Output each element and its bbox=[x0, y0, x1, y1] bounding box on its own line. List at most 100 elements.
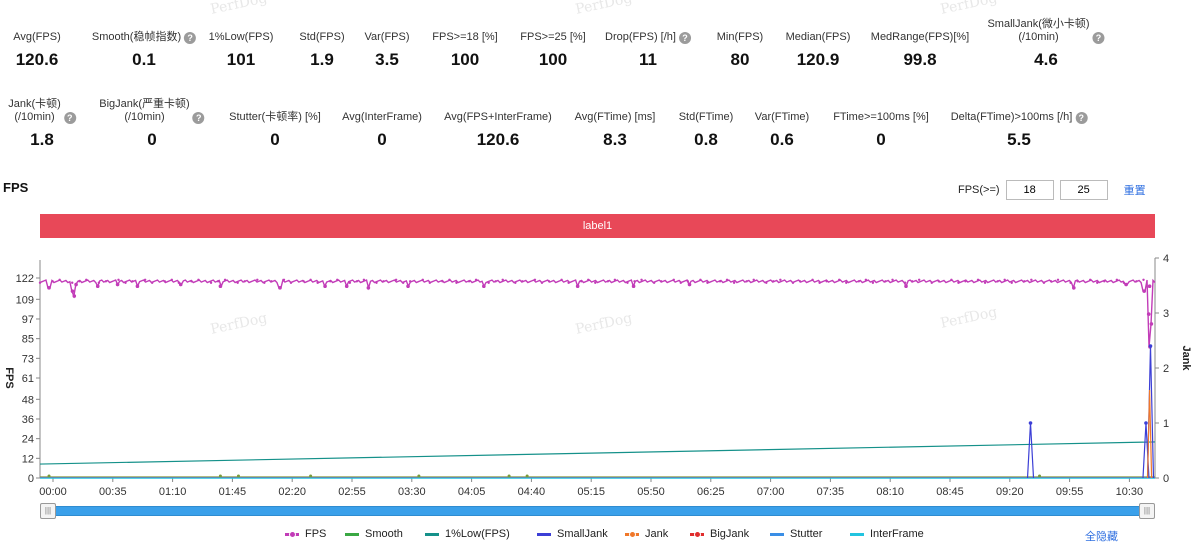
fps-point bbox=[547, 280, 551, 283]
legend-item-fps[interactable]: FPS bbox=[285, 528, 326, 540]
help-icon[interactable]: ? bbox=[192, 112, 205, 124]
fps-point bbox=[1115, 278, 1119, 282]
stat-label-text: Min(FPS) bbox=[716, 31, 764, 43]
fps-point bbox=[626, 281, 629, 284]
help-icon[interactable]: ? bbox=[1075, 112, 1088, 124]
slider-track[interactable] bbox=[40, 506, 1155, 516]
stats-row-2: Jank(卡顿) (/10min)? 1.8 BigJank(严重卡顿) (/10min… bbox=[0, 98, 1200, 168]
fps-point bbox=[421, 278, 424, 282]
fps-point bbox=[85, 278, 88, 282]
legend-item-smalljank[interactable]: SmallJank bbox=[537, 528, 608, 540]
smalljank-point bbox=[1028, 421, 1033, 425]
fps-point bbox=[652, 281, 656, 284]
fps-dip-point bbox=[406, 284, 410, 288]
stat-label-text: Avg(InterFrame) bbox=[342, 111, 422, 123]
help-icon[interactable]: ? bbox=[678, 32, 691, 44]
fps-point bbox=[190, 280, 193, 283]
fps-dip-point bbox=[1142, 289, 1146, 293]
fps-point bbox=[791, 281, 795, 284]
stat-label-text: Drop(FPS) [/h] bbox=[605, 31, 676, 43]
legend-item-jank[interactable]: Jank bbox=[625, 528, 668, 540]
time-range-slider[interactable]: ||| ||| bbox=[40, 503, 1155, 519]
reset-button[interactable]: 重置 bbox=[1123, 185, 1146, 197]
fps-point bbox=[38, 281, 42, 284]
x-tick-label: 07:00 bbox=[757, 486, 785, 498]
smooth-point bbox=[417, 474, 421, 478]
y-left-tick-label: 122 bbox=[16, 273, 34, 285]
fps-point bbox=[78, 280, 81, 283]
help-icon[interactable]: ? bbox=[63, 112, 76, 124]
slider-handle-right[interactable]: ||| bbox=[1139, 503, 1155, 519]
fps-point bbox=[71, 281, 74, 284]
legend-item-smooth[interactable]: Smooth bbox=[345, 528, 403, 540]
fps-point bbox=[209, 281, 213, 284]
fps-point bbox=[811, 278, 814, 282]
fps-threshold-1-input[interactable] bbox=[1005, 180, 1054, 200]
smalljank-spike bbox=[1026, 422, 1035, 479]
y-left-tick-label: 85 bbox=[22, 334, 34, 346]
stat-label: BigJank(严重卡顿) (/10min)? bbox=[99, 98, 205, 124]
hide-all-button[interactable]: 全隐藏 bbox=[1085, 531, 1118, 543]
fps-point bbox=[243, 280, 246, 283]
fps-point bbox=[1096, 281, 1099, 284]
legend-item-1-low-fps-[interactable]: 1%Low(FPS) bbox=[425, 528, 510, 540]
fps-point bbox=[718, 280, 722, 283]
stat-value: 0.6 bbox=[770, 130, 794, 149]
fps-dip-point bbox=[687, 282, 692, 287]
legend-item-interframe[interactable]: InterFrame bbox=[850, 528, 924, 540]
help-icon[interactable]: ? bbox=[184, 32, 197, 44]
stat-label: MedRange(FPS)[%] bbox=[871, 18, 969, 44]
fps-point bbox=[540, 281, 544, 284]
y-left-tick-label: 0 bbox=[28, 473, 34, 485]
fps-point bbox=[514, 281, 517, 284]
fps-point bbox=[957, 281, 960, 284]
stats-row-1: Avg(FPS) 120.6 Smooth(稳帧指数)? 0.1 1%Low(FPS) 1… bbox=[0, 18, 1200, 88]
fps-point bbox=[950, 278, 953, 282]
stat-value: 99.8 bbox=[903, 50, 937, 69]
fps-point bbox=[613, 278, 617, 282]
label-bar[interactable]: label1 bbox=[40, 214, 1155, 238]
y-right-tick-label: 4 bbox=[1163, 253, 1169, 265]
stat-value: 0.8 bbox=[694, 130, 718, 149]
stat-label-text: Stutter(卡顿率) [%] bbox=[229, 111, 321, 123]
stat-label-text: SmallJank(微小卡顿) (/10min) bbox=[987, 18, 1090, 43]
fps-filter-label: FPS(>=) bbox=[958, 184, 1000, 196]
fps-point bbox=[51, 280, 54, 283]
x-tick-label: 00:35 bbox=[99, 486, 127, 498]
fps-point bbox=[394, 278, 398, 282]
legend-item-stutter[interactable]: Stutter bbox=[770, 528, 822, 540]
fps-point bbox=[104, 280, 108, 283]
stat-label: Min(FPS) bbox=[717, 18, 763, 44]
fps-threshold-2-input[interactable] bbox=[1059, 180, 1108, 200]
stat-label: Avg(FPS+InterFrame) bbox=[444, 98, 552, 124]
fps-point bbox=[845, 281, 848, 284]
stat-stats_row2-2: Stutter(卡顿率) [%] 0 bbox=[229, 98, 321, 150]
fps-dip-point bbox=[135, 284, 140, 288]
fps-dip-point bbox=[47, 286, 51, 290]
stat-label-text: FPS>=25 [%] bbox=[520, 31, 586, 43]
help-icon[interactable]: ? bbox=[1092, 32, 1105, 44]
y-left-tick-label: 24 bbox=[22, 434, 34, 446]
stat-value: 0 bbox=[147, 130, 157, 149]
smooth-point bbox=[218, 474, 222, 478]
stat-stats_row2-9: Delta(FTime)>100ms [/h]? 5.5 bbox=[951, 98, 1088, 150]
fps-point bbox=[964, 280, 967, 283]
stat-label: Stutter(卡顿率) [%] bbox=[229, 98, 321, 124]
stat-label: FPS>=25 [%] bbox=[520, 18, 585, 44]
stat-value: 1.8 bbox=[30, 130, 54, 149]
smooth-point bbox=[47, 474, 51, 478]
y-left-tick-label: 36 bbox=[22, 414, 34, 426]
stat-stats_row1-2: 1%Low(FPS) 101 bbox=[209, 18, 274, 70]
fps-point bbox=[1089, 278, 1092, 282]
stat-stats_row1-8: Min(FPS) 80 bbox=[717, 18, 763, 70]
fps-point bbox=[1042, 281, 1046, 284]
legend-item-bigjank[interactable]: BigJank bbox=[690, 528, 749, 540]
legend-swatch bbox=[285, 530, 299, 538]
y-right-tick-label: 0 bbox=[1163, 473, 1169, 485]
fps-point bbox=[533, 278, 537, 282]
slider-handle-left[interactable]: ||| bbox=[40, 503, 56, 519]
stat-label: FPS>=18 [%] bbox=[432, 18, 497, 44]
stat-label: 1%Low(FPS) bbox=[209, 18, 274, 44]
fps-point bbox=[765, 281, 768, 284]
stat-value: 0 bbox=[876, 130, 886, 149]
